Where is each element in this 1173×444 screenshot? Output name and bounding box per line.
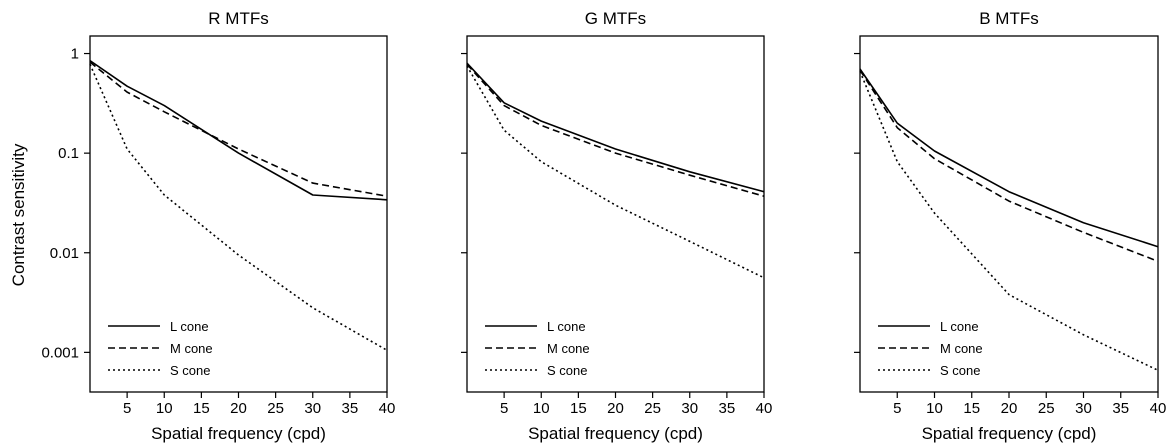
legend-label: L cone (170, 319, 209, 334)
x-tick-label: 10 (156, 400, 173, 417)
legend: L cone M cone S cone (878, 319, 983, 378)
x-tick-label: 15 (570, 400, 587, 417)
x-tick-label: 15 (963, 400, 980, 417)
legend-label: S cone (547, 363, 587, 378)
panel-b: B MTFs 5 10 15 20 25 30 35 40 Spatial frequency (… (854, 9, 1166, 443)
series-line-l-cone (466, 62, 765, 193)
x-tick-label: 20 (1001, 400, 1018, 417)
y-tick-label: 0.001 (41, 344, 79, 361)
x-tick-label: 40 (379, 400, 396, 417)
x-axis-label: Spatial frequency (cpd) (922, 424, 1097, 443)
x-tick-label: 25 (644, 400, 661, 417)
panel-title: B MTFs (979, 9, 1039, 28)
legend-label: M cone (940, 341, 983, 356)
y-tick-label: 1 (71, 46, 79, 63)
x-tick-label: 40 (756, 400, 773, 417)
x-tick-label: 5 (500, 400, 508, 417)
panel-title: R MTFs (208, 9, 268, 28)
series-line-s-cone (466, 65, 765, 279)
plot-frame (466, 35, 765, 393)
plot-frame (859, 35, 1159, 393)
series-line-m-cone (466, 63, 765, 197)
y-tick-label: 0.01 (50, 245, 79, 262)
x-tick-label: 35 (1112, 400, 1129, 417)
legend-label: M cone (547, 341, 590, 356)
panel-title: G MTFs (585, 9, 646, 28)
x-tick-label: 5 (123, 400, 131, 417)
x-tick-label: 30 (304, 400, 321, 417)
x-tick-label: 15 (193, 400, 210, 417)
legend: L cone M cone S cone (108, 319, 213, 378)
panel-g: G MTFs 5 10 15 20 25 30 35 40 Spatial frequency (… (461, 9, 772, 443)
series-line-l-cone (859, 68, 1159, 248)
x-tick-label: 10 (926, 400, 943, 417)
legend-label: M cone (170, 341, 213, 356)
panel-r: R MTFs 5 10 15 20 25 30 35 40 Spatial frequency (… (41, 9, 395, 443)
x-tick-label: 10 (533, 400, 550, 417)
legend: L cone M cone S cone (485, 319, 590, 378)
x-tick-label: 30 (681, 400, 698, 417)
series-line-l-cone (89, 59, 388, 201)
x-tick-label: 20 (607, 400, 624, 417)
x-axis-label: Spatial frequency (cpd) (528, 424, 703, 443)
x-axis-label: Spatial frequency (cpd) (151, 424, 326, 443)
legend-label: S cone (940, 363, 980, 378)
legend-label: L cone (940, 319, 979, 334)
x-tick-label: 30 (1075, 400, 1092, 417)
y-tick-label: 0.1 (58, 145, 79, 162)
x-tick-label: 20 (230, 400, 247, 417)
x-tick-label: 5 (893, 400, 901, 417)
x-tick-label: 35 (342, 400, 359, 417)
x-tick-label: 25 (1038, 400, 1055, 417)
y-axis-label: Contrast sensitivity (9, 143, 28, 286)
legend-label: L cone (547, 319, 586, 334)
x-tick-label: 25 (267, 400, 284, 417)
series-line-s-cone (859, 71, 1159, 372)
x-tick-label: 40 (1150, 400, 1167, 417)
series-line-m-cone (89, 61, 388, 197)
x-tick-label: 35 (719, 400, 736, 417)
series-line-s-cone (89, 63, 388, 351)
legend-label: S cone (170, 363, 210, 378)
series-line-m-cone (859, 69, 1159, 263)
